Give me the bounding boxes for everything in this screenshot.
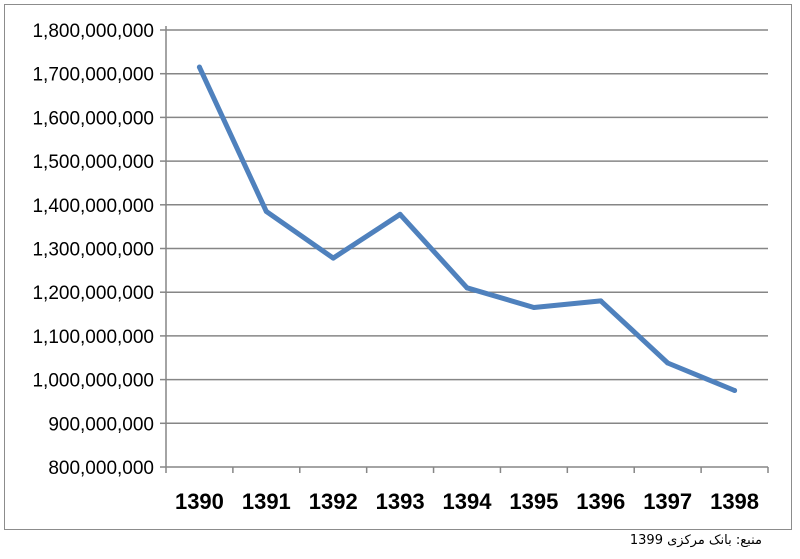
- data-point: [732, 388, 738, 394]
- x-tick-label: 1394: [443, 489, 493, 514]
- y-tick-label: 1,200,000,000: [32, 283, 154, 304]
- grid-lines: [166, 29, 768, 425]
- chart-frame: [4, 4, 792, 530]
- x-tick-label: 1392: [309, 489, 358, 514]
- x-tick-label: 1397: [643, 489, 692, 514]
- data-point: [464, 285, 470, 291]
- y-tick-label: 1,500,000,000: [32, 152, 154, 173]
- y-tick-label: 1,100,000,000: [32, 327, 154, 348]
- x-tick-label: 1395: [509, 489, 558, 514]
- x-axis-tick-labels: 1390 1391 1392 1393 1394 1395 1396 1397 1398: [175, 489, 759, 514]
- x-tick-label: 1396: [576, 489, 625, 514]
- series-layer: [196, 64, 738, 394]
- data-point: [330, 255, 336, 261]
- x-tick-label: 1393: [376, 489, 425, 514]
- x-tick-label: 1390: [175, 489, 224, 514]
- data-point: [665, 360, 671, 366]
- data-point: [397, 211, 403, 217]
- y-tick-label: 900,000,000: [48, 414, 154, 435]
- y-tick-label: 1,400,000,000: [32, 196, 154, 217]
- y-tick-label: 1,600,000,000: [32, 108, 154, 129]
- y-axis-tick-labels: 800,000,000 900,000,000 1,000,000,000 1,100…: [32, 21, 154, 479]
- data-point: [263, 208, 269, 214]
- source-caption: منبع: بانک مرکزی 1399: [629, 533, 762, 548]
- data-point: [196, 64, 202, 70]
- y-tick-label: 1,700,000,000: [32, 65, 154, 86]
- y-tick-label: 1,000,000,000: [32, 371, 154, 392]
- y-tick-label: 1,800,000,000: [32, 21, 154, 42]
- y-tick-label: 1,300,000,000: [32, 240, 154, 261]
- data-point: [531, 304, 537, 310]
- axes: [160, 26, 769, 473]
- x-tick-label: 1398: [710, 489, 759, 514]
- x-tick-label: 1391: [242, 489, 291, 514]
- data-point: [598, 298, 604, 304]
- y-tick-label: 800,000,000: [48, 458, 154, 479]
- series-line: [196, 64, 738, 393]
